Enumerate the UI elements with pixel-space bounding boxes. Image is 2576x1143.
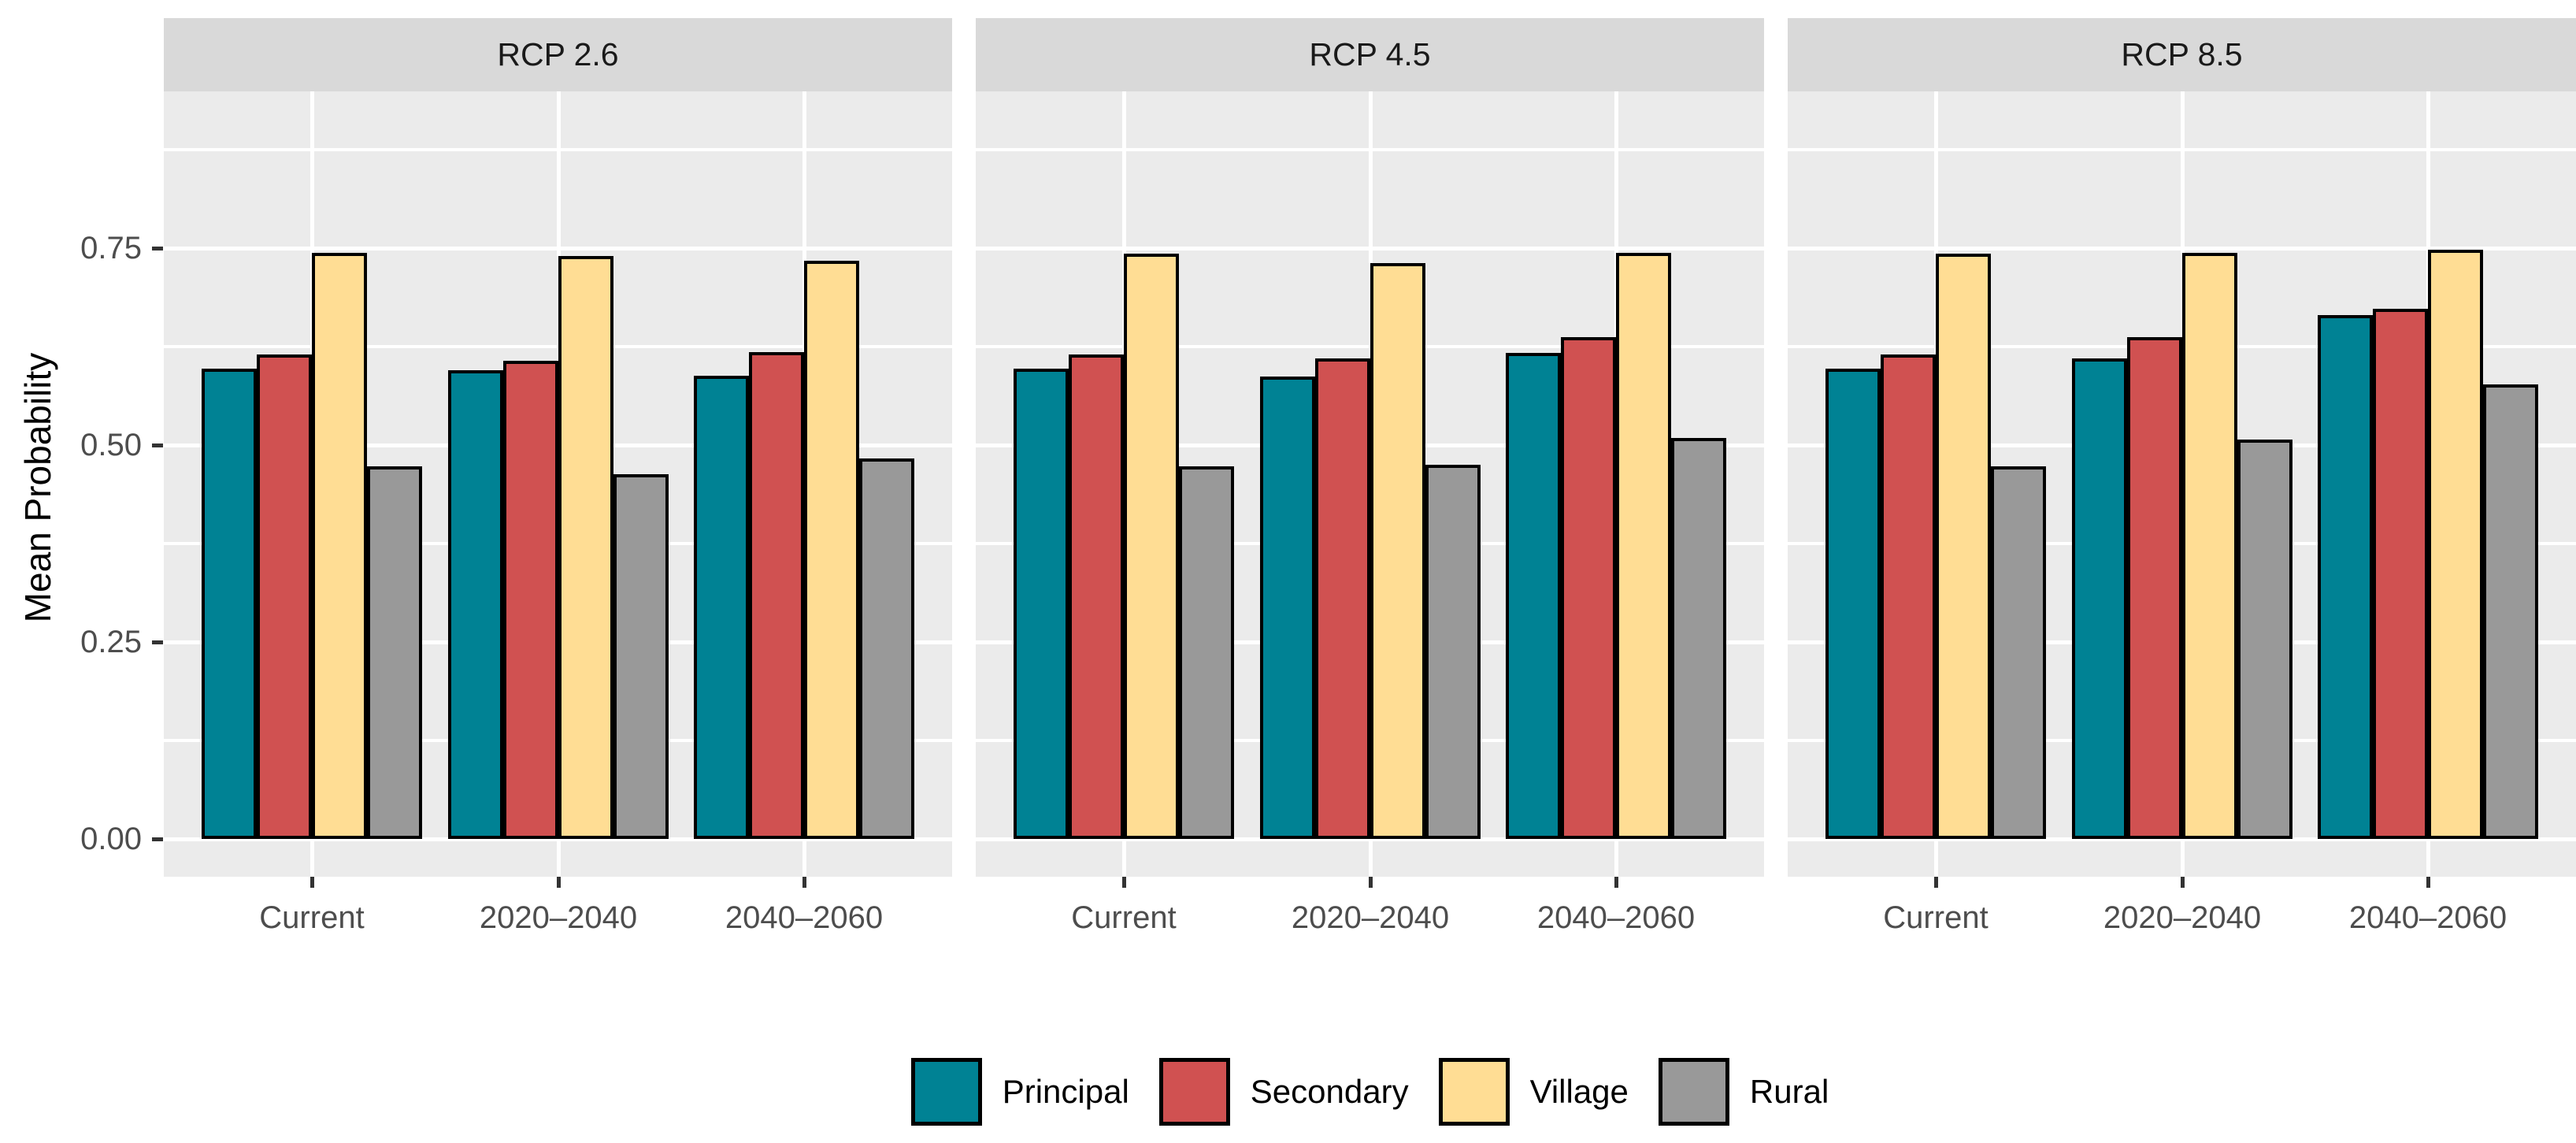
x-tick-label: 2040–2060 bbox=[1536, 900, 1696, 935]
facet-panel-2 bbox=[976, 91, 1764, 877]
legend-label: Principal bbox=[1002, 1072, 1129, 1110]
bar-secondary-2020–2040 bbox=[1315, 358, 1370, 839]
bar-principal-2020–2040 bbox=[1260, 377, 1315, 839]
legend-label: Secondary bbox=[1250, 1072, 1409, 1110]
x-tick-mark bbox=[1614, 877, 1618, 888]
y-tick-mark bbox=[152, 443, 163, 447]
x-tick-mark bbox=[2181, 877, 2185, 888]
y-tick-label: 0.25 bbox=[80, 625, 142, 659]
bar-village-current bbox=[1936, 254, 1991, 839]
legend: Principal Secondary Village Rural bbox=[164, 1054, 2576, 1129]
bar-village-current bbox=[312, 253, 367, 839]
x-tick-mark bbox=[802, 877, 806, 888]
x-tick-label: 2020–2040 bbox=[479, 900, 638, 935]
legend-swatch-village bbox=[1438, 1057, 1510, 1126]
x-tick-label: Current bbox=[1883, 900, 1989, 935]
bar-principal-current bbox=[1825, 369, 1881, 839]
y-tick-mark bbox=[152, 247, 163, 250]
x-tick-mark bbox=[2426, 877, 2430, 888]
bar-rural-2020–2040 bbox=[613, 474, 669, 839]
bar-rural-2040–2060 bbox=[2483, 384, 2538, 839]
bar-principal-2040–2060 bbox=[2318, 315, 2373, 839]
bar-principal-2020–2040 bbox=[448, 370, 503, 839]
legend-swatch-rural bbox=[1658, 1057, 1729, 1126]
y-tick-mark bbox=[152, 640, 163, 644]
x-tick-mark bbox=[557, 877, 561, 888]
y-tick-label: 0.75 bbox=[80, 231, 142, 265]
bar-village-2020–2040 bbox=[1370, 263, 1425, 839]
bar-rural-2040–2060 bbox=[1671, 438, 1726, 839]
x-tick-label: 2020–2040 bbox=[2103, 900, 2262, 935]
bar-rural-2020–2040 bbox=[1425, 465, 1481, 839]
x-tick-mark bbox=[1122, 877, 1126, 888]
bar-secondary-2040–2060 bbox=[2373, 309, 2428, 839]
legend-item-village: Village bbox=[1438, 1057, 1629, 1126]
bar-village-2020–2040 bbox=[2182, 253, 2237, 839]
bar-principal-2040–2060 bbox=[1506, 353, 1561, 839]
y-tick-label: 0.00 bbox=[80, 822, 142, 856]
legend-item-principal: Principal bbox=[910, 1057, 1129, 1126]
facet-panel-1 bbox=[164, 91, 952, 877]
legend-swatch-principal bbox=[910, 1057, 982, 1126]
bar-secondary-current bbox=[257, 354, 312, 839]
x-tick-mark bbox=[1934, 877, 1938, 888]
facet-panel-3 bbox=[1788, 91, 2576, 877]
legend-label: Rural bbox=[1749, 1072, 1829, 1110]
y-tick-label: 0.50 bbox=[80, 428, 142, 462]
x-tick-label: Current bbox=[1071, 900, 1177, 935]
bar-rural-2040–2060 bbox=[859, 458, 914, 839]
legend-swatch-secondary bbox=[1158, 1057, 1230, 1126]
bar-secondary-2020–2040 bbox=[2127, 337, 2182, 839]
bar-secondary-2040–2060 bbox=[1561, 337, 1616, 839]
x-tick-label: Current bbox=[259, 900, 365, 935]
facet-header-3: RCP 8.5 bbox=[1788, 18, 2576, 91]
bar-rural-2020–2040 bbox=[2237, 440, 2292, 839]
bar-principal-2040–2060 bbox=[694, 376, 749, 839]
facet-header-1: RCP 2.6 bbox=[164, 18, 952, 91]
bar-rural-current bbox=[1179, 466, 1234, 839]
bar-principal-current bbox=[1014, 369, 1069, 839]
bar-village-current bbox=[1124, 254, 1179, 839]
x-tick-mark bbox=[310, 877, 314, 888]
x-tick-label: 2040–2060 bbox=[2348, 900, 2507, 935]
legend-label: Village bbox=[1529, 1072, 1629, 1110]
bar-principal-2020–2040 bbox=[2072, 358, 2127, 839]
x-tick-label: 2020–2040 bbox=[1291, 900, 1450, 935]
legend-item-rural: Rural bbox=[1658, 1057, 1829, 1126]
bar-secondary-current bbox=[1881, 354, 1936, 839]
bar-village-2040–2060 bbox=[2428, 250, 2483, 839]
bar-village-2020–2040 bbox=[558, 256, 613, 839]
bar-secondary-2040–2060 bbox=[749, 352, 804, 839]
bar-rural-current bbox=[367, 466, 422, 839]
bar-principal-current bbox=[202, 369, 257, 839]
y-tick-mark bbox=[152, 837, 163, 841]
bar-village-2040–2060 bbox=[1616, 253, 1671, 839]
facet-header-2: RCP 4.5 bbox=[976, 18, 1764, 91]
y-axis-title: Mean Probability bbox=[17, 352, 58, 623]
bar-secondary-2020–2040 bbox=[503, 361, 558, 839]
x-tick-label: 2040–2060 bbox=[725, 900, 884, 935]
bar-village-2040–2060 bbox=[804, 261, 859, 839]
bar-rural-current bbox=[1991, 466, 2046, 839]
x-tick-mark bbox=[1369, 877, 1373, 888]
bar-secondary-current bbox=[1069, 354, 1124, 839]
legend-item-secondary: Secondary bbox=[1158, 1057, 1409, 1126]
